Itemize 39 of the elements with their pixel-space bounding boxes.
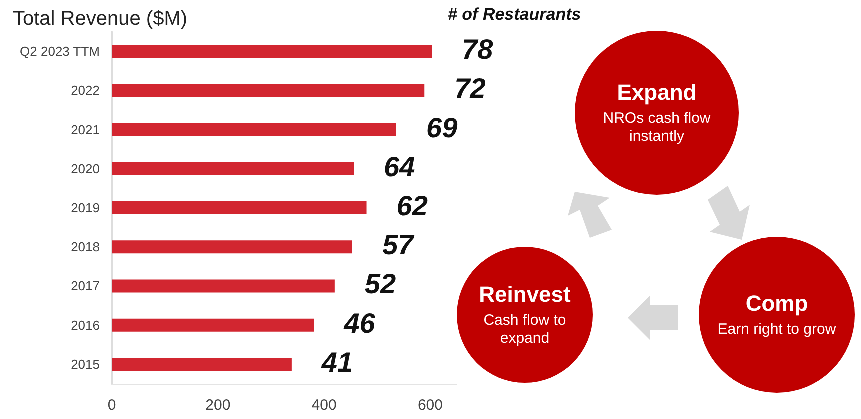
bar — [112, 123, 396, 136]
y-tick-label: 2021 — [71, 122, 100, 138]
x-tick-label: 600 — [418, 397, 443, 414]
annotation: 69 — [426, 112, 458, 144]
bar — [112, 84, 425, 98]
bar — [112, 202, 367, 214]
text: Reinvest — [479, 282, 571, 308]
annotation: 52 — [364, 268, 396, 300]
text: Comp — [746, 291, 808, 317]
annotation: 62 — [396, 190, 428, 222]
text: Expand — [617, 80, 697, 106]
bar — [112, 358, 292, 371]
bar — [112, 240, 352, 254]
y-tick-label: 2015 — [71, 356, 100, 372]
y-tick-label: Q2 2023 TTM — [20, 44, 100, 60]
y-tick-label: 2017 — [71, 278, 100, 294]
annotation: 78 — [462, 34, 494, 66]
bar — [112, 318, 314, 332]
bar — [112, 45, 432, 58]
y-tick-label: 2019 — [71, 200, 100, 216]
x-tick-label: 0 — [108, 397, 116, 414]
annotation: 72 — [454, 73, 486, 104]
y-tick-label: 2018 — [71, 240, 100, 255]
text: Earn right to grow — [718, 321, 836, 339]
chart-title: Total Revenue ($M) — [13, 8, 188, 30]
text: # of Restaurants — [448, 5, 582, 24]
annotation: 41 — [320, 346, 354, 378]
text: Cash flow to expand — [482, 312, 568, 348]
y-tick-label: 2016 — [71, 318, 100, 333]
bar — [112, 280, 335, 293]
annotation: 64 — [384, 151, 416, 182]
y-tick-label: 2020 — [71, 161, 100, 176]
annotation: 57 — [382, 230, 416, 261]
bar — [112, 162, 354, 176]
annotation: 46 — [343, 308, 376, 339]
text: NROs cash flow instantly — [602, 110, 712, 146]
x-tick-label: 400 — [312, 397, 337, 414]
y-tick-label: 2022 — [71, 83, 100, 98]
x-tick-label: 200 — [206, 397, 231, 414]
